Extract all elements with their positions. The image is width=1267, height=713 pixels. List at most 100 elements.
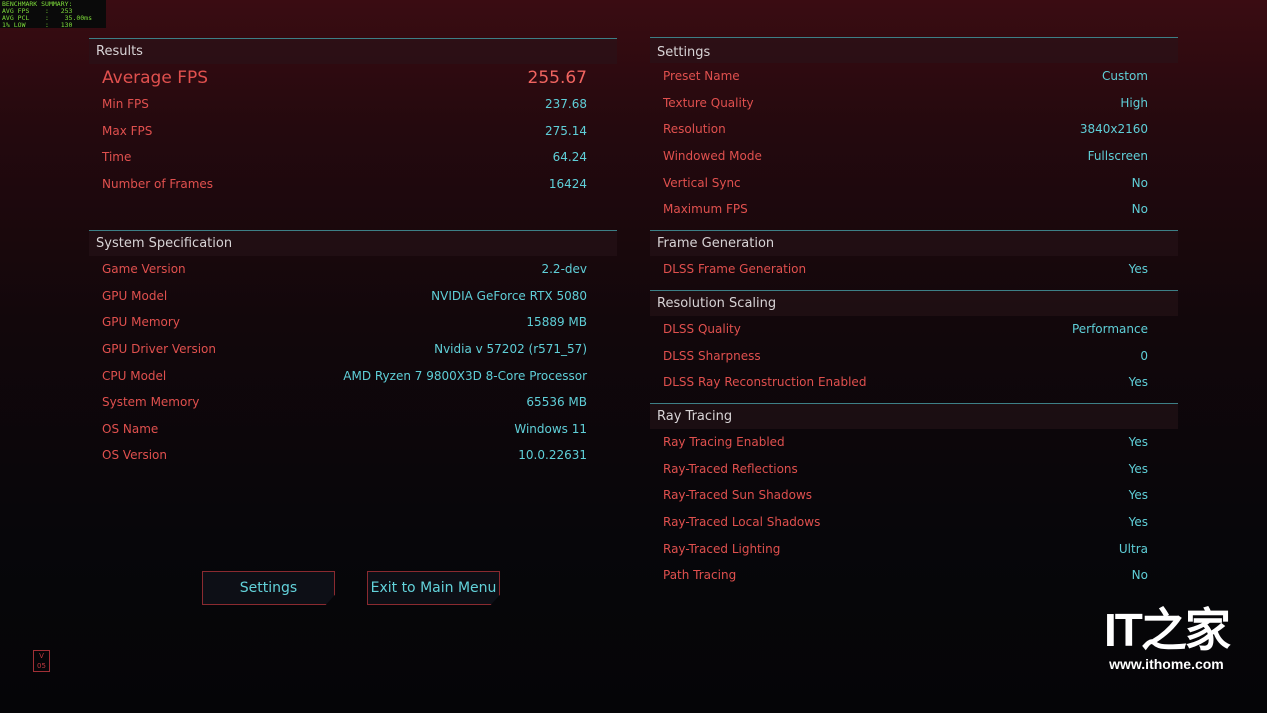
setting-row: Resolution 3840x2160 — [650, 116, 1178, 143]
row-label: GPU Memory — [102, 315, 180, 330]
setting-row: Maximum FPS No — [650, 196, 1178, 223]
row-label: CPU Model — [102, 368, 167, 383]
row-label: Time — [102, 150, 132, 165]
row-label: Vertical Sync — [663, 175, 741, 190]
section-title: Settings — [650, 37, 1178, 63]
average-fps-row: Average FPS 255.67 — [89, 64, 617, 91]
setting-row: Ray-Traced Local Shadows Yes — [650, 509, 1178, 536]
setting-row: Ray-Traced Reflections Yes — [650, 456, 1178, 483]
row-value: AMD Ryzen 7 9800X3D 8-Core Processor — [343, 368, 587, 383]
row-label: Maximum FPS — [663, 202, 748, 217]
section-title: Frame Generation — [650, 230, 1178, 256]
row-value: Yes — [1128, 488, 1148, 503]
results-section: Results Average FPS 255.67 Min FPS 237.68 M… — [89, 38, 617, 197]
row-label: Ray-Traced Sun Shadows — [663, 488, 813, 503]
row-value: 65536 MB — [526, 395, 587, 410]
setting-row: GPU Memory 15889 MB — [89, 309, 617, 336]
row-value: NVIDIA GeForce RTX 5080 — [431, 288, 587, 303]
row-label: Average FPS — [102, 67, 209, 88]
setting-row: Preset Name Custom — [650, 63, 1178, 90]
row-label: Ray-Traced Reflections — [663, 461, 798, 476]
setting-row: CPU Model AMD Ryzen 7 9800X3D 8-Core Proc… — [89, 362, 617, 389]
row-value: Performance — [1071, 322, 1148, 337]
section-title: Results — [89, 38, 617, 64]
row-value: 275.14 — [545, 123, 587, 138]
row-label: Min FPS — [102, 97, 149, 112]
version-badge: V 05 — [33, 650, 50, 672]
row-label: Ray Tracing Enabled — [663, 435, 785, 450]
section-title: Resolution Scaling — [650, 290, 1178, 316]
setting-row: DLSS Frame Generation Yes — [650, 256, 1178, 283]
row-value: Nvidia v 57202 (r571_57) — [434, 342, 587, 357]
row-value: Windows 11 — [514, 421, 587, 436]
row-label: Resolution — [663, 122, 726, 137]
row-value: 10.0.22631 — [518, 448, 587, 463]
row-label: GPU Driver Version — [102, 342, 216, 357]
setting-row: Windowed Mode Fullscreen — [650, 143, 1178, 170]
setting-row: GPU Model NVIDIA GeForce RTX 5080 — [89, 283, 617, 310]
row-label: Ray-Traced Lighting — [663, 541, 781, 556]
row-label: DLSS Sharpness — [663, 348, 761, 363]
row-label: Max FPS — [102, 123, 153, 138]
overlay-line: AVG PCL : 35.00ms — [2, 14, 93, 22]
row-label: Preset Name — [663, 69, 740, 84]
setting-row: Path Tracing No — [650, 562, 1178, 589]
system-spec-section: System Specification Game Version 2.2-dev… — [89, 230, 617, 469]
row-value: Ultra — [1118, 541, 1148, 556]
setting-row: Max FPS 275.14 — [89, 118, 617, 145]
setting-row: DLSS Ray Reconstruction Enabled Yes — [650, 369, 1178, 396]
row-value: Yes — [1128, 262, 1148, 277]
setting-row: GPU Driver Version Nvidia v 57202 (r571_5… — [89, 336, 617, 363]
setting-row: Texture Quality High — [650, 90, 1178, 117]
row-label: DLSS Ray Reconstruction Enabled — [663, 375, 867, 390]
setting-row: OS Version 10.0.22631 — [89, 442, 617, 469]
row-value: Custom — [1102, 69, 1148, 84]
ray-tracing-section: Ray Tracing Ray Tracing Enabled Yes Ray-Tr… — [650, 403, 1178, 589]
resolution-scaling-section: Resolution Scaling DLSS Quality Performan… — [650, 290, 1178, 396]
row-value: No — [1131, 202, 1148, 217]
row-value: Fullscreen — [1087, 149, 1148, 164]
row-value: 16424 — [548, 177, 587, 192]
frame-generation-section: Frame Generation DLSS Frame Generation Ye… — [650, 230, 1178, 283]
row-value: No — [1131, 175, 1148, 190]
exit-to-main-menu-button[interactable]: Exit to Main Menu — [367, 571, 500, 605]
row-label: DLSS Frame Generation — [663, 262, 807, 277]
ithome-logo: IT之家 — [1104, 604, 1231, 656]
row-label: Number of Frames — [102, 177, 214, 192]
row-value: 2.2-dev — [541, 262, 587, 277]
row-value: No — [1131, 568, 1148, 583]
setting-row: Min FPS 237.68 — [89, 91, 617, 118]
row-label: GPU Model — [102, 288, 168, 303]
setting-row: Ray-Traced Lighting Ultra — [650, 535, 1178, 562]
row-value: Yes — [1128, 461, 1148, 476]
row-label: OS Name — [102, 421, 159, 436]
setting-row: Time 64.24 — [89, 144, 617, 171]
setting-row: Game Version 2.2-dev — [89, 256, 617, 283]
setting-row: Number of Frames 16424 — [89, 171, 617, 198]
row-value: High — [1120, 95, 1148, 110]
row-label: OS Version — [102, 448, 168, 463]
section-title: System Specification — [89, 230, 617, 256]
overlay-line: AVG FPS : 253 — [2, 7, 73, 15]
settings-section: Settings Preset Name Custom Texture Qualit… — [650, 37, 1178, 223]
ithome-url: www.ithome.com — [1109, 656, 1224, 672]
row-value: 0 — [1140, 348, 1148, 363]
setting-row: DLSS Sharpness 0 — [650, 343, 1178, 370]
setting-row: Vertical Sync No — [650, 169, 1178, 196]
setting-row: OS Name Windows 11 — [89, 416, 617, 443]
row-value: 15889 MB — [526, 315, 587, 330]
row-value: 3840x2160 — [1079, 122, 1148, 137]
row-value: Yes — [1128, 435, 1148, 450]
ithome-watermark: IT之家 www.ithome.com — [1104, 604, 1231, 672]
overlay-line: BENCHMARK SUMMARY: — [2, 0, 73, 8]
row-label: Windowed Mode — [663, 149, 762, 164]
settings-button[interactable]: Settings — [202, 571, 335, 605]
setting-row: System Memory 65536 MB — [89, 389, 617, 416]
row-label: DLSS Quality — [663, 322, 741, 337]
setting-row: Ray Tracing Enabled Yes — [650, 429, 1178, 456]
section-title: Ray Tracing — [650, 403, 1178, 429]
benchmark-overlay: BENCHMARK SUMMARY: AVG FPS : 253 AVG PCL :… — [0, 0, 106, 29]
row-value: Yes — [1128, 375, 1148, 390]
overlay-line: 1% LOW : 130 — [2, 21, 73, 29]
row-value: 64.24 — [552, 150, 587, 165]
